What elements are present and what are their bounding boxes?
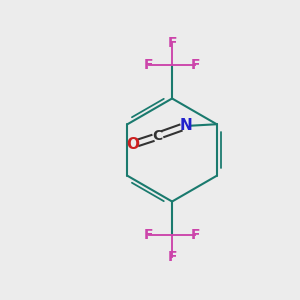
Text: O: O — [126, 137, 139, 152]
Text: F: F — [144, 58, 154, 72]
Text: F: F — [190, 58, 200, 72]
Text: F: F — [167, 250, 177, 265]
Text: F: F — [167, 35, 177, 50]
Text: F: F — [190, 228, 200, 242]
Text: F: F — [144, 228, 154, 242]
Text: C: C — [153, 129, 163, 143]
Text: N: N — [179, 118, 192, 133]
